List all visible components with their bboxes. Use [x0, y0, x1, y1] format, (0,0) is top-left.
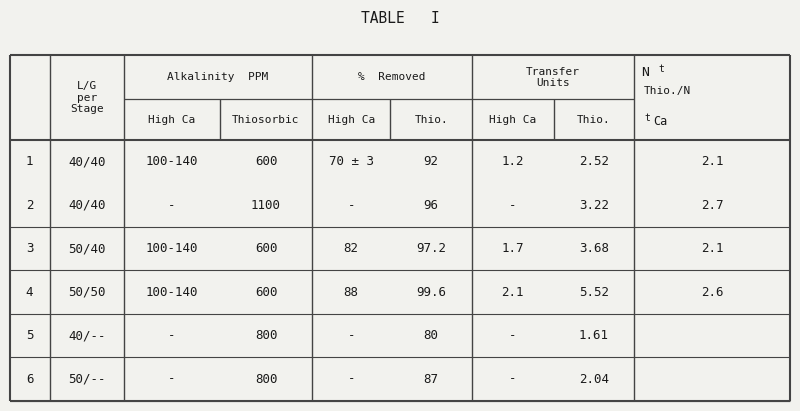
- Text: 600: 600: [254, 242, 278, 255]
- Text: Transfer
Units: Transfer Units: [526, 67, 580, 88]
- Text: 1100: 1100: [251, 199, 281, 212]
- Text: 40/40: 40/40: [68, 199, 106, 212]
- Text: 2.52: 2.52: [579, 155, 609, 168]
- Text: -: -: [347, 372, 355, 386]
- Text: 82: 82: [344, 242, 358, 255]
- Text: %  Removed: % Removed: [358, 72, 426, 83]
- Text: 50/--: 50/--: [68, 372, 106, 386]
- Text: -: -: [168, 372, 176, 386]
- Text: -: -: [347, 329, 355, 342]
- Text: 70 ± 3: 70 ± 3: [329, 155, 374, 168]
- Text: -: -: [509, 329, 517, 342]
- Text: Ca: Ca: [654, 115, 668, 128]
- Text: High Ca: High Ca: [489, 115, 537, 125]
- Text: High Ca: High Ca: [327, 115, 375, 125]
- Text: Thio./N: Thio./N: [644, 86, 691, 96]
- Text: -: -: [168, 329, 176, 342]
- Text: t: t: [644, 113, 650, 123]
- Text: 1: 1: [26, 155, 34, 168]
- Text: 100-140: 100-140: [146, 286, 198, 299]
- Text: 87: 87: [424, 372, 438, 386]
- Text: Thio.: Thio.: [414, 115, 448, 125]
- Text: 92: 92: [424, 155, 438, 168]
- Text: 1.7: 1.7: [502, 242, 524, 255]
- Text: 2.04: 2.04: [579, 372, 609, 386]
- Text: -: -: [347, 199, 355, 212]
- Text: -: -: [509, 199, 517, 212]
- Text: TABLE   I: TABLE I: [361, 11, 439, 26]
- Text: 1.61: 1.61: [579, 329, 609, 342]
- Text: L/G
per
Stage: L/G per Stage: [70, 81, 104, 114]
- Text: 50/50: 50/50: [68, 286, 106, 299]
- Text: 4: 4: [26, 286, 34, 299]
- Text: 600: 600: [254, 155, 278, 168]
- Text: 600: 600: [254, 286, 278, 299]
- Text: 3: 3: [26, 242, 34, 255]
- Text: Alkalinity  PPM: Alkalinity PPM: [167, 72, 269, 83]
- Text: t: t: [658, 64, 664, 74]
- Text: 50/40: 50/40: [68, 242, 106, 255]
- Text: 2.7: 2.7: [701, 199, 724, 212]
- Text: 3.68: 3.68: [579, 242, 609, 255]
- Text: 40/40: 40/40: [68, 155, 106, 168]
- Text: 99.6: 99.6: [416, 286, 446, 299]
- Text: Thiosorbic: Thiosorbic: [232, 115, 300, 125]
- Text: 6: 6: [26, 372, 34, 386]
- Text: 800: 800: [254, 372, 278, 386]
- Text: 97.2: 97.2: [416, 242, 446, 255]
- Text: 100-140: 100-140: [146, 242, 198, 255]
- Text: -: -: [509, 372, 517, 386]
- Text: N: N: [641, 66, 649, 79]
- Text: 2: 2: [26, 199, 34, 212]
- Text: 5: 5: [26, 329, 34, 342]
- Text: 80: 80: [424, 329, 438, 342]
- Text: 3.22: 3.22: [579, 199, 609, 212]
- Text: 2.1: 2.1: [701, 155, 724, 168]
- Text: 88: 88: [344, 286, 358, 299]
- Text: 96: 96: [424, 199, 438, 212]
- Text: 1.2: 1.2: [502, 155, 524, 168]
- Text: 800: 800: [254, 329, 278, 342]
- Text: 2.6: 2.6: [701, 286, 724, 299]
- Text: 100-140: 100-140: [146, 155, 198, 168]
- Text: High Ca: High Ca: [148, 115, 196, 125]
- Text: 40/--: 40/--: [68, 329, 106, 342]
- Text: -: -: [168, 199, 176, 212]
- Text: 5.52: 5.52: [579, 286, 609, 299]
- Text: Thio.: Thio.: [577, 115, 611, 125]
- Text: 2.1: 2.1: [701, 242, 724, 255]
- Text: 2.1: 2.1: [502, 286, 524, 299]
